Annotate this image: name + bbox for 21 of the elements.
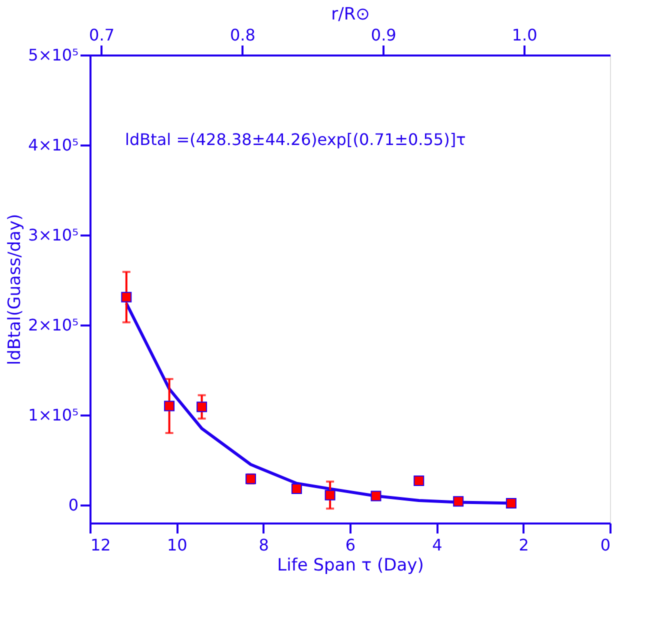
x2-tick-label: 0.8 <box>230 26 256 44</box>
x-tick-label: 8 <box>258 536 269 554</box>
x2-axis-title: r/R⊙ <box>331 4 370 24</box>
y-tick-label: 2×10⁵ <box>28 316 78 334</box>
y-tick-label: 0 <box>68 496 78 514</box>
x2-tick-label: 0.9 <box>370 26 396 44</box>
x2-tick-label: 0.7 <box>89 26 114 44</box>
x-tick-label: 2 <box>518 536 529 554</box>
x2-tick-label: 1.0 <box>512 26 538 44</box>
x-tick-label: 4 <box>432 536 442 554</box>
y-tick-label: 4×10⁵ <box>28 136 78 154</box>
y-tick-label: 1×10⁵ <box>28 406 78 424</box>
y-axis-title: ldBtal(Guass/day) <box>5 214 26 366</box>
x-tick-label: 12 <box>90 536 111 554</box>
x-tick-label: 6 <box>345 536 356 554</box>
annotation: ldBtal =(428.38±44.26)exp[(0.71±0.55)]τ <box>125 130 466 149</box>
y-tick-label: 5×10⁵ <box>28 46 78 64</box>
x-axis-title: Life Span τ (Day) <box>277 556 424 576</box>
x-tick-label: 10 <box>166 536 188 554</box>
y-tick-label: 3×10⁵ <box>28 226 78 244</box>
x-tick-label: 0 <box>600 536 610 554</box>
